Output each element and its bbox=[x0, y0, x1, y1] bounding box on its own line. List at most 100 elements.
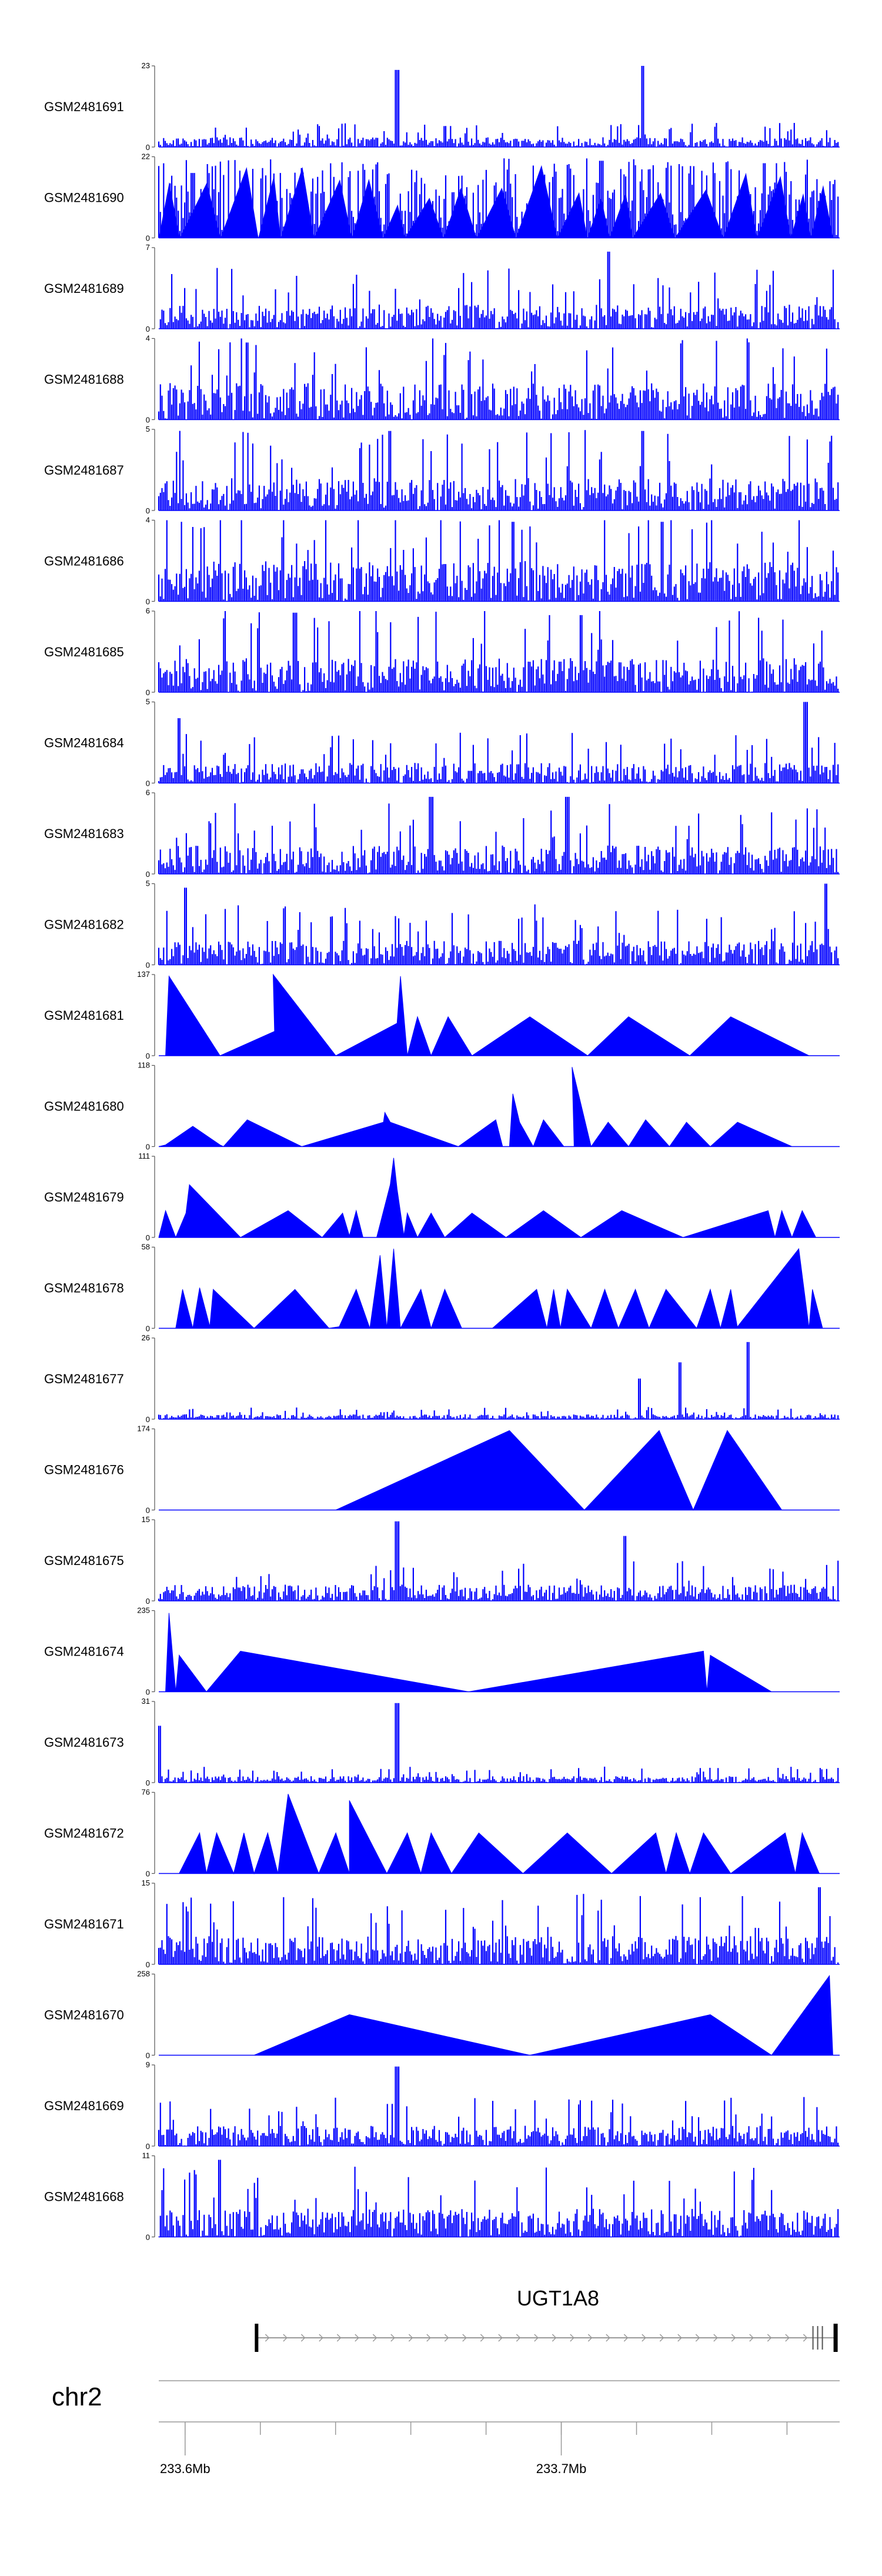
track-label: GSM2481678 bbox=[44, 1281, 124, 1296]
coverage-bars bbox=[158, 251, 839, 329]
strand-arrow-icon bbox=[570, 2334, 574, 2342]
y-max-label: 9 bbox=[146, 2060, 150, 2069]
track-GSM2481669: GSM2481669 9 0 bbox=[44, 2060, 840, 2151]
y-min-label: 0 bbox=[146, 2051, 150, 2060]
strand-arrow-icon bbox=[785, 2334, 790, 2342]
track-label: GSM2481671 bbox=[44, 1917, 124, 1931]
strand-arrow-icon bbox=[695, 2334, 700, 2342]
y-min-label: 0 bbox=[146, 2142, 150, 2151]
strand-arrow-icon bbox=[408, 2334, 413, 2342]
track-label: GSM2481674 bbox=[44, 1644, 124, 1659]
strand-arrow-icon bbox=[319, 2334, 323, 2342]
coverage-bars bbox=[158, 520, 839, 602]
track-GSM2481683: GSM2481683 6 0 bbox=[44, 788, 840, 879]
y-min-label: 0 bbox=[146, 598, 150, 606]
y-max-label: 235 bbox=[137, 1606, 150, 1615]
strand-arrow-icon bbox=[767, 2334, 772, 2342]
strand-arrow-icon bbox=[749, 2334, 754, 2342]
x-tick-label: 233.6Mb bbox=[160, 2461, 211, 2476]
y-max-label: 6 bbox=[146, 788, 150, 797]
coverage-area bbox=[159, 1794, 840, 1875]
y-min-label: 0 bbox=[146, 1233, 150, 1242]
track-GSM2481675: GSM2481675 15 0 bbox=[44, 1515, 840, 1606]
track-GSM2481673: GSM2481673 31 0 bbox=[44, 1697, 840, 1787]
y-max-label: 174 bbox=[137, 1424, 150, 1433]
strand-arrow-icon bbox=[713, 2334, 718, 2342]
strand-arrow-icon bbox=[498, 2334, 503, 2342]
strand-arrow-icon bbox=[480, 2334, 485, 2342]
track-label: GSM2481682 bbox=[44, 917, 124, 932]
coverage-bars bbox=[158, 338, 839, 420]
y-min-label: 0 bbox=[146, 506, 150, 515]
coverage-bars bbox=[158, 611, 839, 692]
track-label: GSM2481686 bbox=[44, 554, 124, 569]
track-label: GSM2481669 bbox=[44, 2098, 124, 2113]
coverage-bars bbox=[158, 883, 839, 965]
track-GSM2481677: GSM2481677 26 0 bbox=[44, 1333, 840, 1424]
coverage-bars bbox=[158, 2066, 839, 2146]
track-label: GSM2481691 bbox=[44, 99, 124, 114]
y-min-label: 0 bbox=[146, 1506, 150, 1515]
track-label: GSM2481681 bbox=[44, 1008, 124, 1023]
strand-arrow-icon bbox=[300, 2334, 306, 2342]
strand-arrow-icon bbox=[534, 2334, 539, 2342]
coverage-bars bbox=[158, 66, 839, 147]
y-max-label: 15 bbox=[142, 1515, 150, 1524]
y-max-label: 5 bbox=[146, 879, 150, 888]
strand-arrow-icon bbox=[606, 2334, 610, 2342]
y-max-label: 6 bbox=[146, 606, 150, 615]
track-label: GSM2481668 bbox=[44, 2190, 124, 2204]
y-min-label: 0 bbox=[146, 1052, 150, 1060]
gene-annotation-track: UGT1A8 bbox=[255, 2286, 838, 2352]
y-min-label: 0 bbox=[146, 416, 150, 425]
y-min-label: 0 bbox=[146, 2233, 150, 2242]
y-max-label: 26 bbox=[142, 1333, 150, 1342]
track-GSM2481672: GSM2481672 76 0 bbox=[44, 1788, 840, 1878]
coverage-bars bbox=[158, 1342, 839, 1419]
track-GSM2481674: GSM2481674 235 0 bbox=[44, 1606, 840, 1697]
track-label: GSM2481688 bbox=[44, 372, 124, 387]
y-min-label: 0 bbox=[146, 961, 150, 970]
y-min-label: 0 bbox=[146, 325, 150, 333]
strand-arrow-icon bbox=[642, 2334, 646, 2342]
y-min-label: 0 bbox=[146, 1597, 150, 1606]
strand-arrow-icon bbox=[659, 2334, 664, 2342]
y-max-label: 76 bbox=[142, 1788, 150, 1797]
y-min-label: 0 bbox=[146, 1324, 150, 1333]
coverage-bars bbox=[158, 1887, 839, 1964]
coverage-bars bbox=[158, 2160, 839, 2237]
strand-arrow-icon bbox=[623, 2334, 629, 2342]
track-label: GSM2481675 bbox=[44, 1553, 124, 1568]
track-GSM2481670: GSM2481670 258 0 bbox=[44, 1970, 840, 2060]
track-label: GSM2481680 bbox=[44, 1099, 124, 1114]
track-label: GSM2481676 bbox=[44, 1463, 124, 1477]
coverage-area bbox=[158, 1067, 840, 1147]
y-min-label: 0 bbox=[146, 143, 150, 152]
strand-arrow-icon bbox=[283, 2334, 288, 2342]
y-max-label: 111 bbox=[138, 1152, 150, 1160]
y-min-label: 0 bbox=[146, 1415, 150, 1424]
strand-arrow-icon bbox=[355, 2334, 359, 2342]
y-max-label: 4 bbox=[146, 516, 150, 525]
strand-arrow-icon bbox=[372, 2334, 377, 2342]
y-min-label: 0 bbox=[146, 870, 150, 879]
strand-arrow-icon bbox=[587, 2334, 593, 2342]
track-GSM2481680: GSM2481680 118 0 bbox=[44, 1061, 840, 1152]
track-GSM2481681: GSM2481681 137 0 bbox=[44, 970, 840, 1060]
track-GSM2481676: GSM2481676 174 0 bbox=[44, 1424, 840, 1515]
track-GSM2481689: GSM2481689 7 0 bbox=[44, 243, 840, 333]
exon bbox=[812, 2326, 814, 2350]
track-label: GSM2481687 bbox=[44, 463, 124, 478]
y-max-label: 15 bbox=[142, 1878, 150, 1887]
strand-arrow-icon bbox=[336, 2334, 342, 2342]
track-GSM2481688: GSM2481688 4 0 bbox=[44, 334, 840, 425]
coverage-area bbox=[159, 1430, 840, 1511]
y-min-label: 0 bbox=[146, 1960, 150, 1969]
exon bbox=[255, 2324, 259, 2352]
y-max-label: 5 bbox=[146, 698, 150, 706]
strand-arrow-icon bbox=[462, 2334, 467, 2342]
track-GSM2481668: GSM2481668 11 0 bbox=[44, 2151, 840, 2242]
track-label: GSM2481677 bbox=[44, 1372, 124, 1386]
track-GSM2481678: GSM2481678 58 0 bbox=[44, 1243, 840, 1333]
